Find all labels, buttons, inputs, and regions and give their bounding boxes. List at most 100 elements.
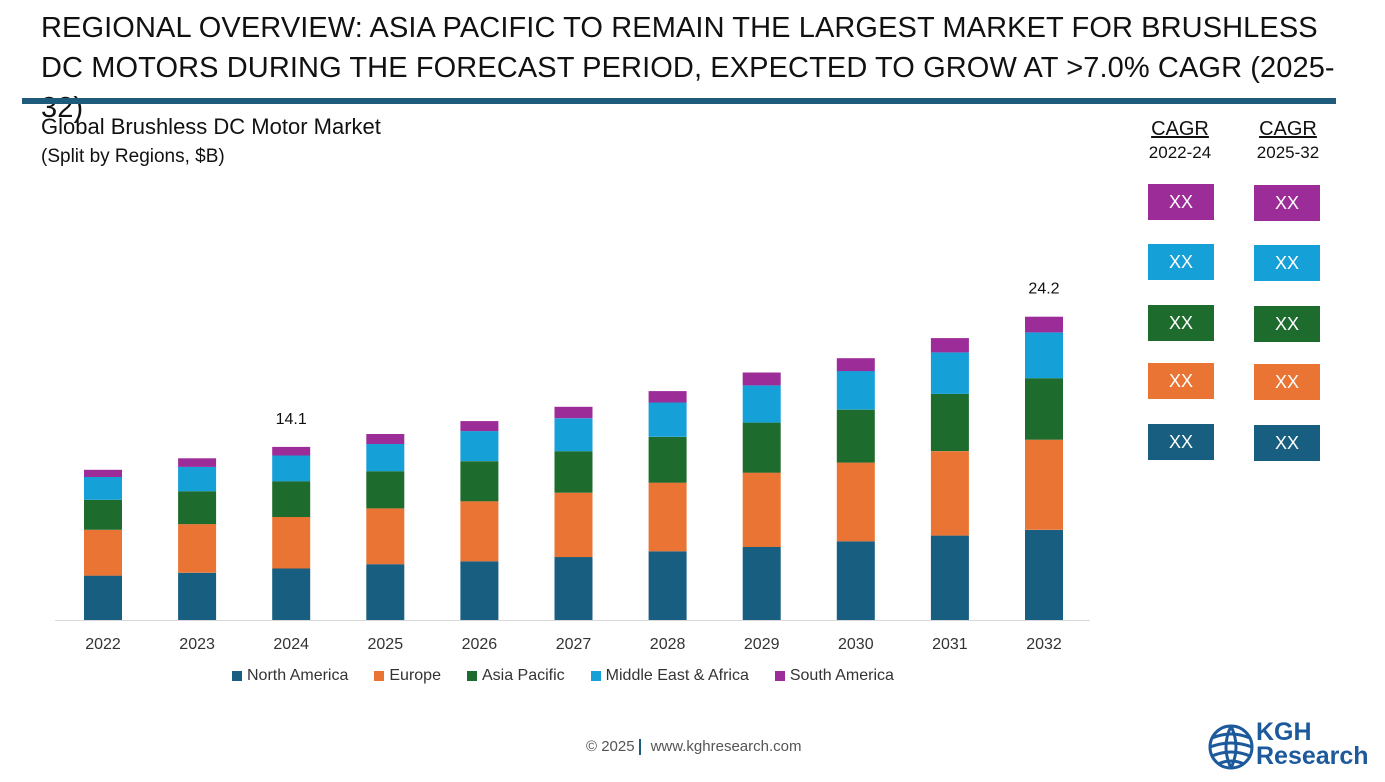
bar-segment-middle-east-africa-2024 [272,455,311,482]
footer: © 2025 www.kghresearch.com [586,738,802,756]
x-tick-label: 2032 [1026,636,1062,653]
legend-label: Europe [389,667,441,684]
bar-segment-europe-2024 [272,517,311,569]
x-tick-label: 2026 [462,636,498,653]
bar-segment-north-america-2031 [930,535,969,620]
bar-segment-south-america-2032 [1025,316,1063,333]
x-tick-label: 2028 [650,636,686,653]
cagr-box-asia-pacific-2025-32: XX [1254,306,1320,342]
bar-segment-europe-2023 [178,524,217,573]
bar-segment-south-america-2023 [178,458,217,467]
bar-segment-europe-2026 [460,501,499,562]
legend-label: Middle East & Africa [605,667,749,684]
cagr-box-south-america-2025-32: XX [1254,185,1320,221]
bar-segment-north-america-2022 [84,575,122,620]
bar-segment-north-america-2026 [460,561,499,620]
bar-segment-asia-pacific-2024 [272,481,311,517]
bar-segment-europe-2030 [836,462,875,542]
bar-segment-north-america-2025 [366,564,405,620]
bar-segment-north-america-2027 [554,557,593,620]
copyright-text: © 2025 [586,738,635,755]
bar-segment-north-america-2032 [1025,529,1063,620]
x-tick-label: 2029 [744,636,780,653]
bar-segment-asia-pacific-2023 [178,491,217,525]
x-tick-label: 2023 [179,636,215,653]
x-tick-label: 2027 [556,636,592,653]
x-tick-label: 2024 [273,636,309,653]
footer-separator [638,739,641,756]
logo-text-kgh: KGH [1256,718,1312,746]
bar-segment-middle-east-africa-2025 [366,444,405,472]
bar-segment-south-america-2030 [836,358,875,372]
cagr-box-north-america-2025-32: XX [1254,425,1320,461]
chart-legend: North America Europe Asia Pacific Middle… [232,667,894,685]
bar-segment-middle-east-africa-2032 [1025,332,1063,379]
bar-segment-asia-pacific-2026 [460,461,499,502]
bar-segment-north-america-2028 [648,551,687,620]
bar-segment-south-america-2031 [930,338,969,353]
chart-title: Global Brushless DC Motor Market [41,114,381,139]
legend-item-south-america: South America [774,667,894,685]
cagr-header-2025-32: CAGR 2025-32 [1243,118,1333,163]
legend-item-asia-pacific: Asia Pacific [466,667,565,685]
bar-segment-south-america-2028 [648,391,687,403]
bar-segment-north-america-2029 [742,547,781,620]
bar-segment-middle-east-africa-2031 [930,352,969,394]
bar-segment-south-america-2024 [272,446,311,456]
logo-text-research: Research [1256,742,1369,770]
cagr-header-2022-24: CAGR 2022-24 [1135,118,1225,163]
x-tick-label: 2025 [368,636,404,653]
bar-segment-south-america-2029 [742,372,781,386]
website-link[interactable]: www.kghresearch.com [650,738,802,755]
bar-segment-middle-east-africa-2027 [554,418,593,452]
legend-swatch [590,671,601,681]
cagr-box-middle-east-africa-2025-32: XX [1254,245,1320,281]
title-divider [22,98,1336,104]
company-logo: KGH Research [1208,718,1376,774]
bar-segment-middle-east-africa-2026 [460,431,499,462]
legend-swatch [774,671,785,681]
cagr-box-north-america-2022-24: XX [1148,424,1214,460]
bar-segment-asia-pacific-2032 [1025,378,1063,440]
cagr-box-europe-2022-24: XX [1148,363,1214,399]
bar-segment-north-america-2030 [836,541,875,620]
bar-segment-north-america-2023 [178,572,217,620]
bar-segment-south-america-2025 [366,434,405,444]
x-tick-label: 2030 [838,636,874,653]
bar-segment-europe-2029 [742,472,781,547]
bar-segment-middle-east-africa-2023 [178,466,217,492]
cagr-box-middle-east-africa-2022-24: XX [1148,244,1214,280]
bar-segment-europe-2025 [366,508,405,565]
bar-segment-south-america-2022 [84,469,122,477]
legend-swatch [232,671,242,681]
legend-swatch [466,671,477,681]
data-label-total-2024: 14.1 [276,411,307,428]
cagr-title: CAGR [1151,118,1209,140]
x-tick-label: 2031 [932,636,968,653]
x-tick-label: 2022 [85,636,121,653]
bar-segment-europe-2032 [1025,439,1063,530]
cagr-period: 2025-32 [1256,143,1320,162]
cagr-box-asia-pacific-2022-24: XX [1148,305,1214,341]
bar-segment-asia-pacific-2028 [648,436,687,483]
bar-segment-north-america-2024 [272,568,311,620]
legend-item-middle-east-africa: Middle East & Africa [590,667,749,685]
bar-segment-asia-pacific-2029 [742,422,781,473]
legend-swatch [374,671,385,681]
bar-segment-asia-pacific-2030 [836,409,875,463]
chart-subtitle: (Split by Regions, $B) [41,146,225,167]
bar-segment-middle-east-africa-2022 [84,476,122,500]
bar-segment-asia-pacific-2031 [930,393,969,452]
legend-item-europe: Europe [374,667,441,685]
cagr-box-south-america-2022-24: XX [1148,184,1214,220]
bar-segment-europe-2027 [554,492,593,558]
bar-segment-middle-east-africa-2030 [836,371,875,410]
legend-item-north-america: North America [232,667,348,685]
bar-segment-europe-2022 [84,529,122,576]
page-title: REGIONAL OVERVIEW: ASIA PACIFIC TO REMAI… [41,12,1335,124]
cagr-title: CAGR [1259,118,1317,140]
bar-segment-europe-2031 [930,451,969,536]
bar-segment-asia-pacific-2025 [366,471,405,509]
legend-label: North America [247,667,349,684]
